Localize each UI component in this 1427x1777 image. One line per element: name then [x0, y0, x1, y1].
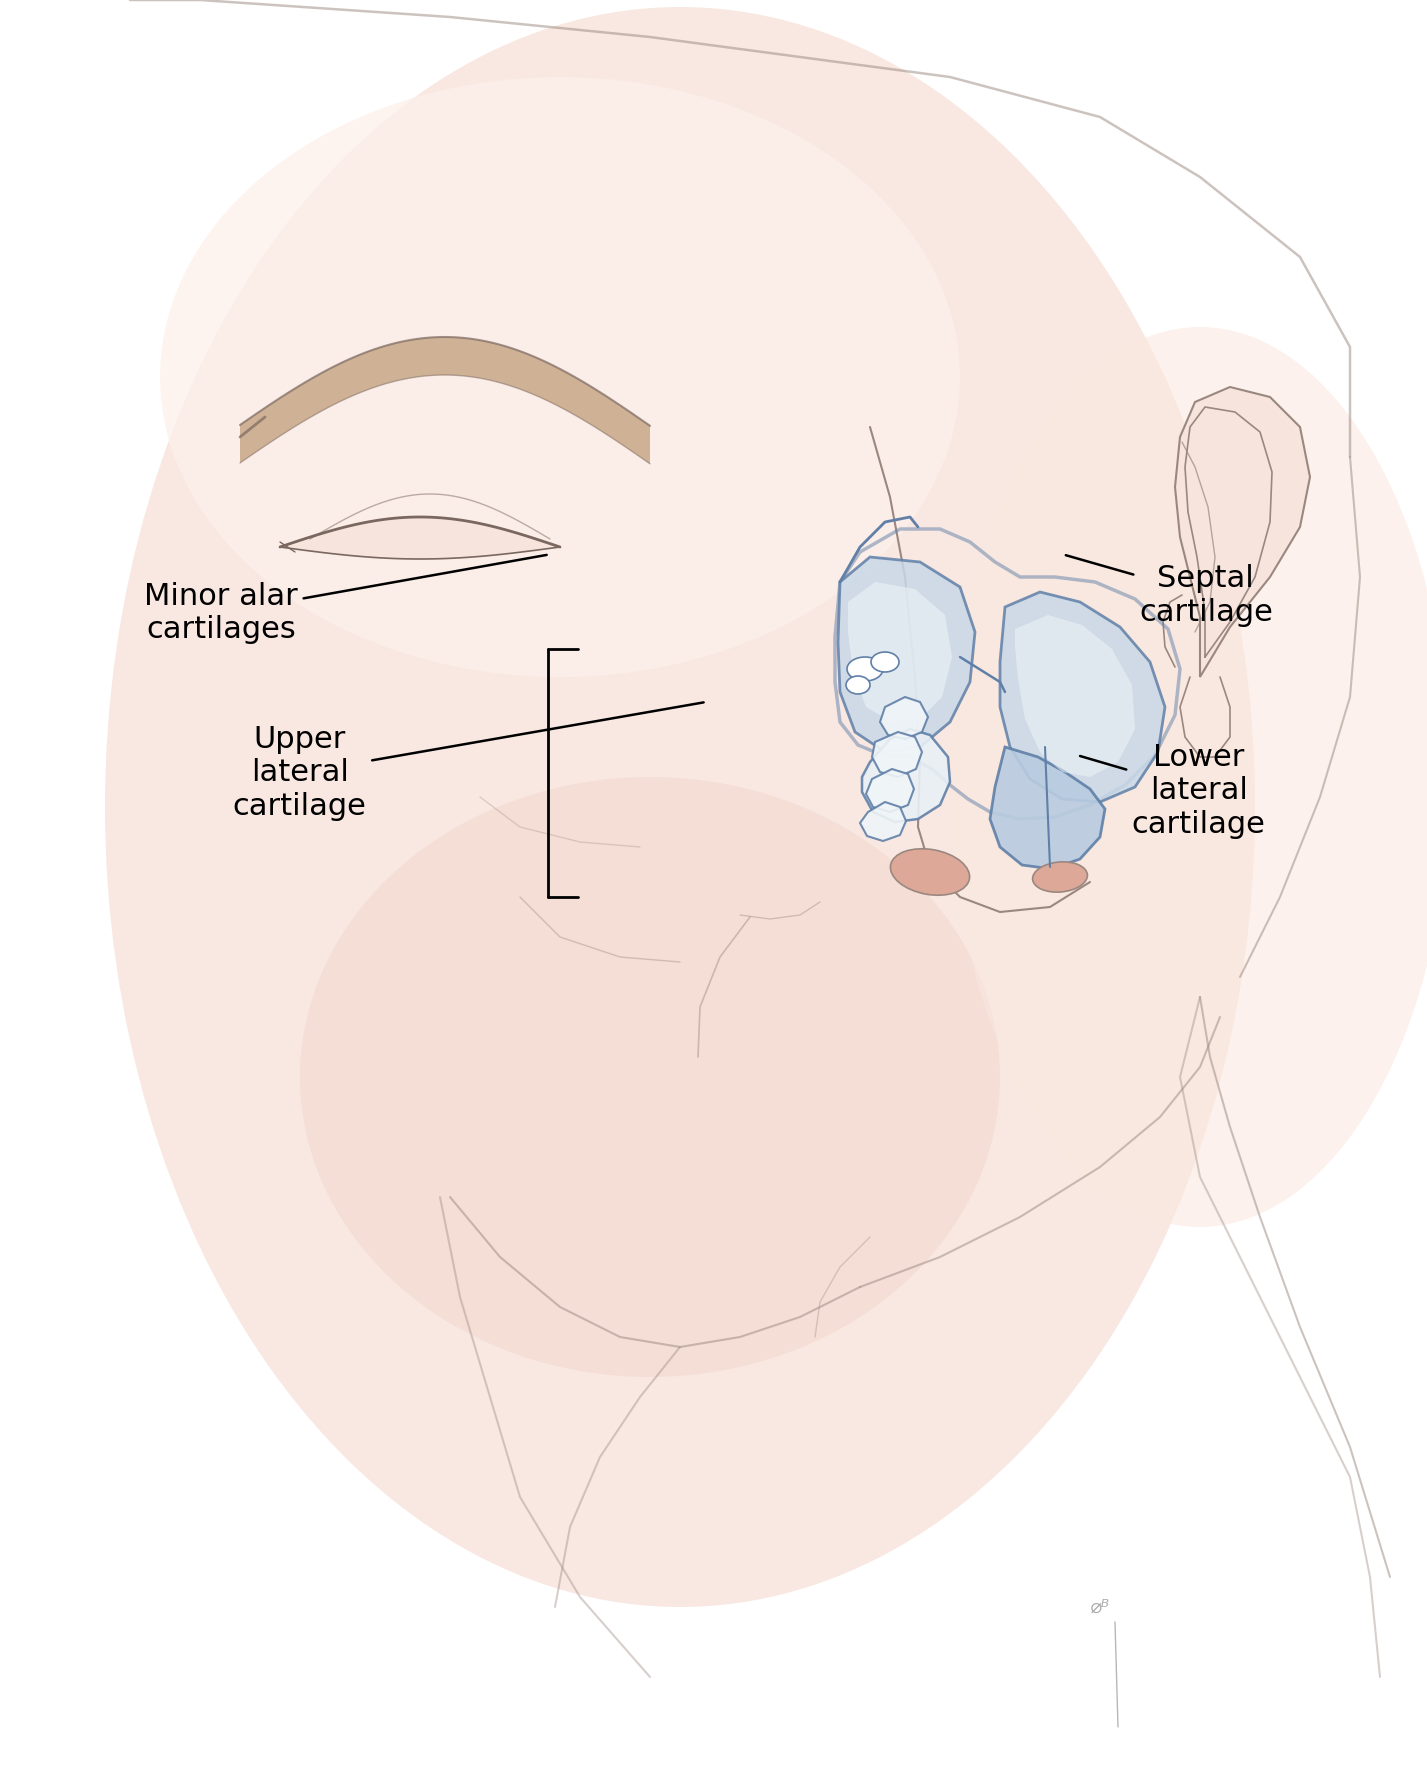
Ellipse shape: [870, 652, 899, 672]
Text: ⌀ᴮ: ⌀ᴮ: [1090, 1598, 1110, 1617]
Polygon shape: [280, 517, 559, 560]
Polygon shape: [880, 697, 928, 739]
Ellipse shape: [300, 777, 1000, 1377]
Ellipse shape: [890, 849, 969, 896]
Polygon shape: [860, 801, 906, 841]
Polygon shape: [1000, 592, 1164, 801]
Text: Septal
cartilage: Septal cartilage: [1066, 554, 1273, 627]
Ellipse shape: [950, 327, 1427, 1226]
Ellipse shape: [1033, 862, 1087, 892]
Ellipse shape: [848, 657, 883, 681]
Polygon shape: [1015, 615, 1134, 777]
Ellipse shape: [106, 7, 1254, 1606]
Polygon shape: [848, 583, 952, 721]
Text: Minor alar
cartilages: Minor alar cartilages: [144, 554, 547, 645]
Polygon shape: [1174, 387, 1310, 677]
Text: Lower
lateral
cartilage: Lower lateral cartilage: [1080, 743, 1266, 839]
Ellipse shape: [846, 675, 870, 695]
Polygon shape: [872, 732, 922, 777]
Polygon shape: [866, 769, 915, 812]
Polygon shape: [240, 338, 651, 464]
Polygon shape: [862, 729, 950, 823]
Polygon shape: [838, 556, 975, 752]
Polygon shape: [990, 746, 1104, 869]
Ellipse shape: [160, 76, 960, 677]
Text: Upper
lateral
cartilage: Upper lateral cartilage: [233, 702, 704, 821]
